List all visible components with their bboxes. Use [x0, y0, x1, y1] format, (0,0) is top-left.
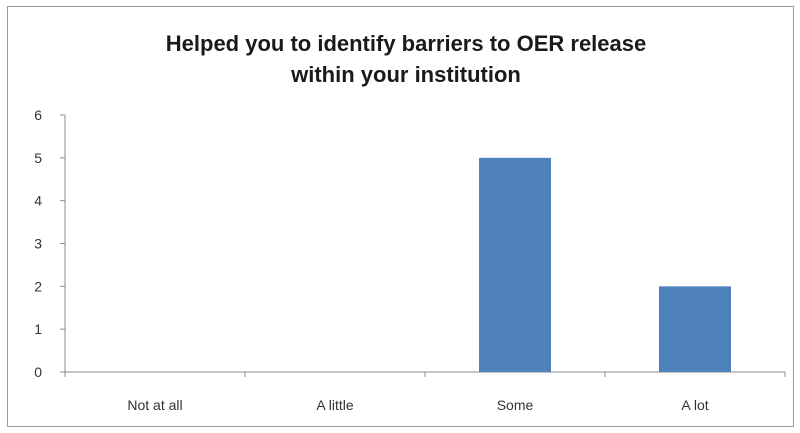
x-category-label: Not at all	[127, 397, 182, 413]
chart-title: Helped you to identify barriers to OER r…	[166, 31, 646, 87]
y-tick-labels: 0 1 2 3 4 5 6	[34, 107, 42, 380]
y-tick-label: 5	[34, 150, 42, 166]
chart-title-line-2: within your institution	[290, 62, 521, 87]
y-tick-label: 2	[34, 278, 42, 294]
x-category-label: A little	[316, 397, 354, 413]
y-tick-label: 1	[34, 321, 42, 337]
y-tick-label: 4	[34, 193, 42, 209]
bars	[479, 157, 731, 372]
bar	[659, 286, 731, 372]
y-tick-label: 0	[34, 364, 42, 380]
chart-title-line-1: Helped you to identify barriers to OER r…	[166, 31, 646, 56]
x-category-label: A lot	[681, 397, 708, 413]
x-category-labels: Not at all A little Some A lot	[127, 397, 708, 413]
y-tick-label: 6	[34, 107, 42, 123]
bar	[479, 157, 551, 372]
x-category-label: Some	[497, 397, 534, 413]
y-tick-label: 3	[34, 236, 42, 252]
